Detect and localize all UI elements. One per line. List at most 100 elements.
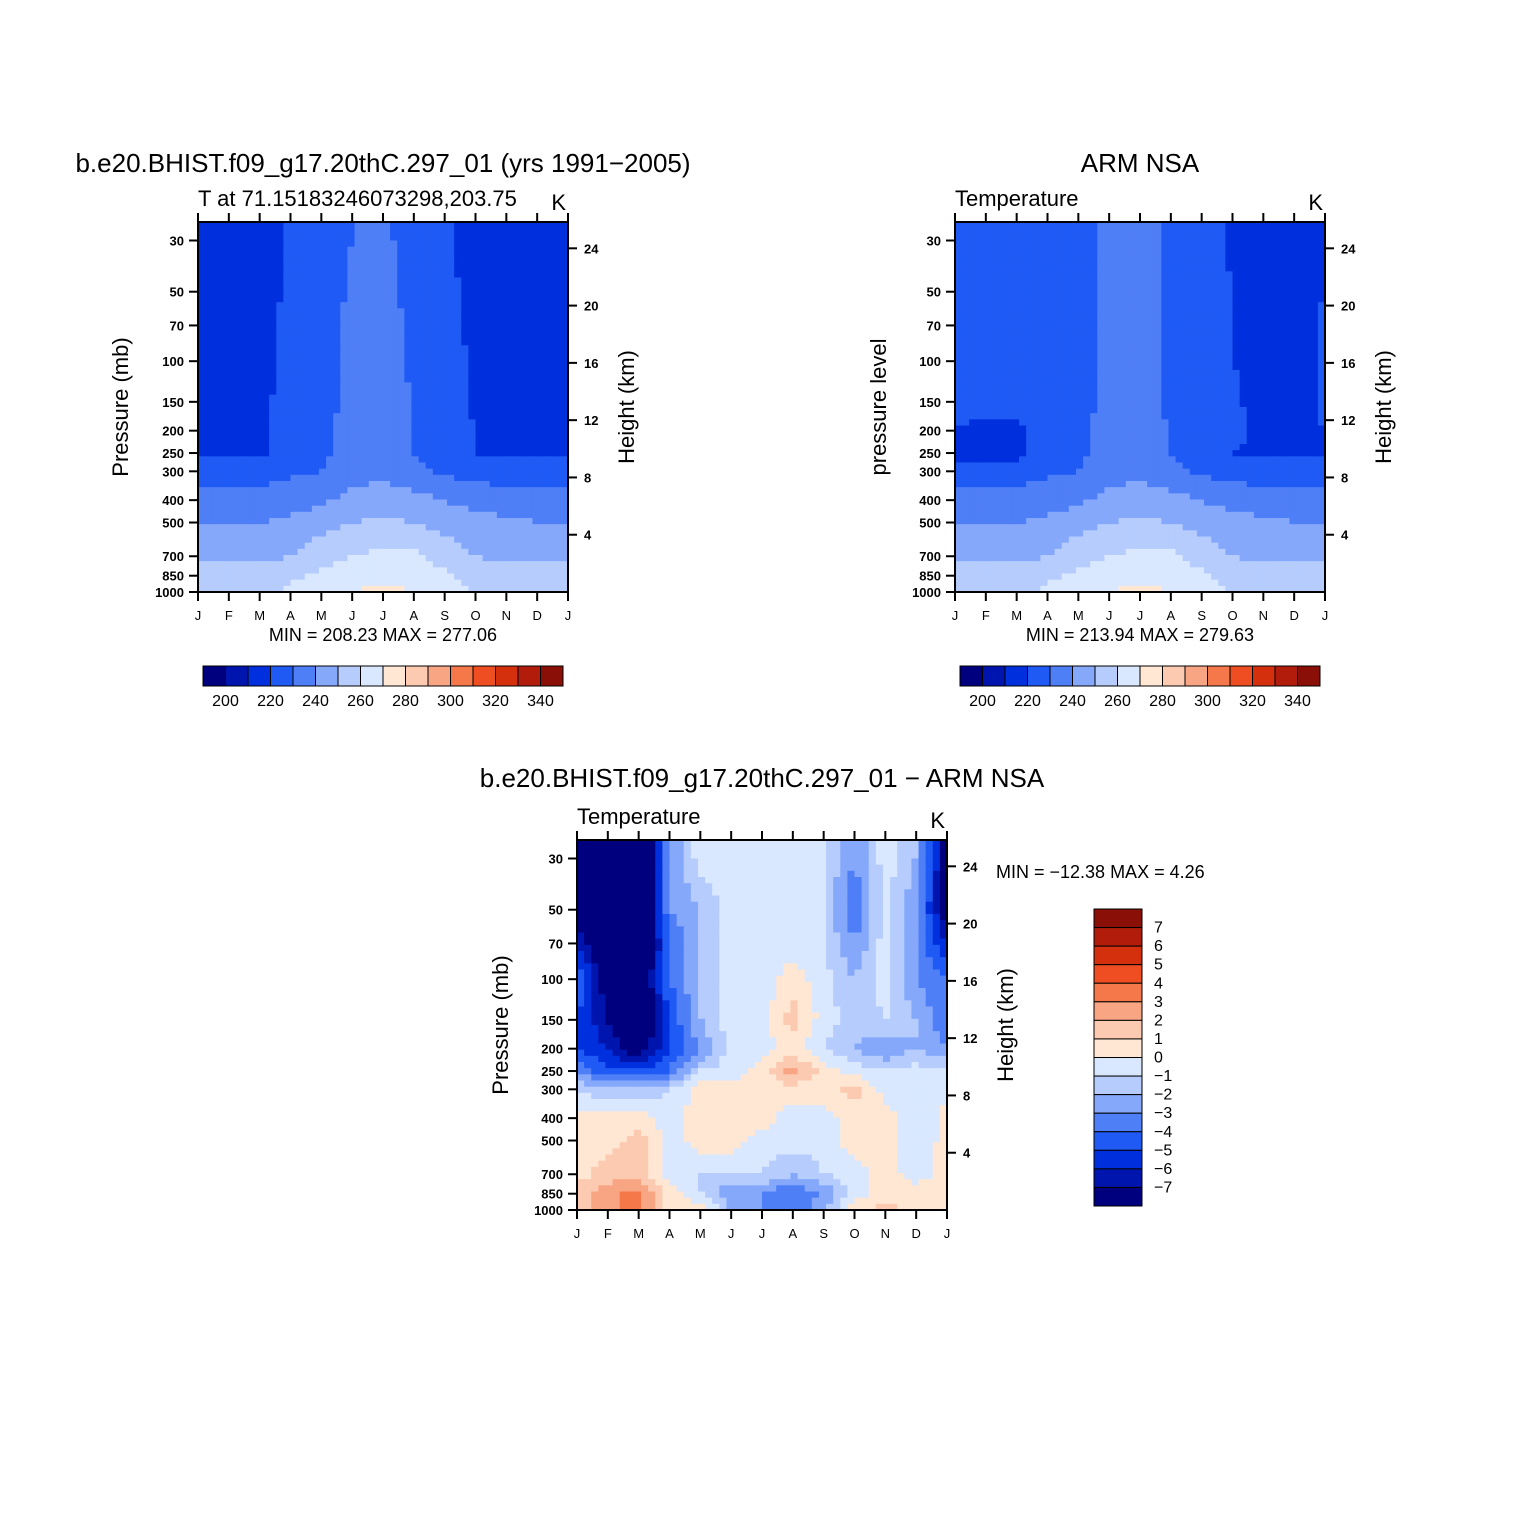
contour-cell: [297, 363, 306, 371]
contour-cell: [397, 444, 405, 451]
contour-cell: [418, 333, 427, 340]
contour-cell: [1260, 271, 1269, 279]
contour-cell: [425, 382, 434, 390]
contour-cell: [496, 376, 505, 383]
y-axis-label: Pressure (mb): [108, 337, 133, 476]
contour-cell: [447, 351, 455, 359]
contour-cell: [212, 394, 220, 402]
contour-cell: [496, 296, 505, 303]
colorbar-label: 260: [347, 693, 374, 710]
contour-cell: [511, 265, 519, 272]
contour-cell: [198, 542, 206, 550]
contour-cell: [1310, 326, 1319, 334]
contour-cell: [1246, 425, 1255, 433]
contour-cell: [1310, 394, 1319, 402]
contour-cell: [354, 499, 363, 507]
contour-cell: [326, 234, 334, 242]
contour-cell: [1054, 345, 1063, 353]
contour-cell: [233, 450, 242, 457]
contour-cell: [212, 407, 220, 414]
contour-cell: [390, 585, 398, 593]
contour-cell: [496, 234, 505, 242]
contour-cell: [361, 333, 370, 340]
contour-cell: [447, 536, 455, 544]
contour-cell: [1303, 314, 1312, 322]
contour-cell: [283, 530, 292, 538]
contour-cell: [205, 228, 213, 235]
contour-cell: [1147, 302, 1155, 309]
contour-cell: [511, 314, 519, 322]
contour-cell: [333, 388, 341, 396]
contour-cell: [1317, 246, 1326, 254]
contour-cell: [1140, 425, 1148, 433]
contour-cell: [425, 363, 434, 371]
contour-cell: [503, 561, 512, 568]
contour-cell: [1026, 370, 1034, 377]
contour-cell: [432, 394, 441, 402]
contour-cell: [1111, 407, 1120, 414]
contour-cell: [955, 222, 963, 229]
contour-cell: [1239, 246, 1248, 254]
contour-cell: [432, 314, 441, 322]
contour-cell: [1004, 265, 1013, 272]
contour-cell: [354, 505, 363, 513]
contour-cell: [404, 363, 413, 371]
contour-cell: [439, 413, 448, 420]
contour-cell: [454, 444, 462, 451]
contour-cell: [219, 524, 228, 531]
contour-cell: [368, 518, 377, 525]
contour-cell: [240, 437, 249, 445]
contour-cell: [1246, 259, 1255, 266]
contour-cell: [1075, 246, 1084, 254]
contour-cell: [198, 561, 206, 568]
contour-cell: [198, 419, 206, 427]
contour-cell: [411, 474, 420, 482]
contour-cell: [247, 326, 256, 334]
contour-cell: [418, 234, 427, 242]
contour-cell: [969, 425, 977, 433]
contour-cell: [1260, 289, 1269, 297]
contour-cell: [318, 302, 327, 309]
contour-cell: [383, 339, 391, 346]
contour-cell: [411, 351, 420, 359]
contour-cell: [1111, 382, 1120, 390]
contour-cell: [1161, 265, 1170, 272]
contour-cell: [1289, 252, 1298, 260]
contour-cell: [539, 474, 548, 482]
contour-cell: [1204, 363, 1212, 371]
contour-cell: [340, 302, 349, 309]
contour-cell: [397, 493, 405, 501]
contour-cell: [368, 542, 377, 550]
contour-cell: [482, 376, 491, 383]
contour-cell: [276, 308, 284, 316]
contour-cell: [1083, 407, 1091, 414]
contour-cell: [1047, 271, 1056, 279]
contour-cell: [468, 228, 477, 235]
y-tick-label: 100: [162, 354, 184, 369]
contour-cell: [411, 542, 420, 550]
contour-cell: [326, 376, 334, 383]
contour-cell: [1268, 302, 1276, 309]
contour-cell: [1090, 246, 1098, 254]
contour-cell: [212, 388, 220, 396]
contour-cell: [326, 499, 334, 507]
contour-cell: [212, 499, 220, 507]
contour-cell: [1061, 234, 1070, 242]
x-tick-label: J: [565, 608, 572, 623]
contour-cell: [560, 388, 569, 396]
contour-cell: [990, 339, 999, 346]
contour-cell: [432, 585, 441, 593]
contour-cell: [290, 431, 299, 439]
contour-cell: [397, 413, 405, 420]
contour-cell: [439, 437, 448, 445]
contour-cell: [1310, 302, 1319, 309]
contour-cell: [560, 487, 569, 494]
contour-cell: [1147, 252, 1155, 260]
contour-cell: [511, 394, 519, 402]
contour-cell: [1004, 320, 1013, 328]
contour-cell: [333, 326, 341, 334]
contour-cell: [326, 518, 334, 525]
contour-cell: [532, 548, 541, 556]
contour-cell: [311, 511, 320, 519]
contour-cell: [276, 567, 284, 575]
